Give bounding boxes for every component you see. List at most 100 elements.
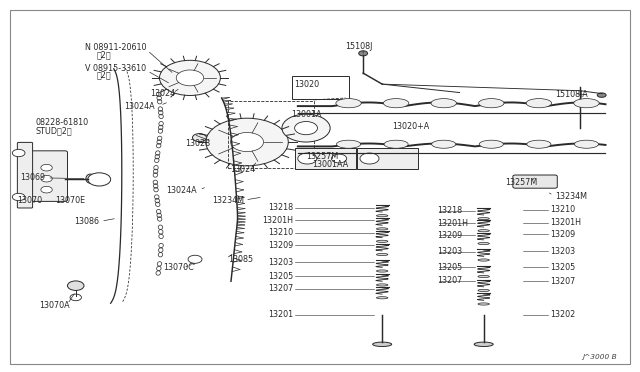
Ellipse shape (337, 140, 360, 148)
Ellipse shape (478, 259, 490, 261)
Text: 13205: 13205 (268, 272, 293, 280)
Circle shape (88, 173, 111, 186)
Text: 13202: 13202 (550, 311, 575, 320)
Ellipse shape (384, 140, 408, 148)
Text: 13024A: 13024A (166, 186, 197, 195)
Text: 13001AA: 13001AA (312, 160, 349, 169)
Ellipse shape (597, 93, 606, 97)
Text: 13205: 13205 (437, 263, 463, 272)
Ellipse shape (336, 99, 361, 108)
Ellipse shape (86, 174, 95, 183)
Ellipse shape (376, 240, 388, 243)
Text: 13207: 13207 (550, 277, 575, 286)
Ellipse shape (478, 230, 490, 232)
Text: 13024A: 13024A (125, 102, 156, 110)
Text: J^3000 B: J^3000 B (582, 354, 617, 360)
Ellipse shape (376, 270, 388, 272)
Text: 13086: 13086 (74, 217, 99, 227)
Text: 13257M: 13257M (306, 152, 339, 161)
Text: 13070: 13070 (17, 196, 42, 205)
Text: 13201: 13201 (268, 311, 293, 320)
Text: 13234M: 13234M (555, 192, 587, 201)
Text: 15108J: 15108J (346, 42, 372, 51)
Text: 13210: 13210 (550, 205, 575, 214)
FancyBboxPatch shape (294, 148, 356, 169)
Ellipse shape (376, 296, 388, 299)
Ellipse shape (431, 140, 456, 148)
Ellipse shape (478, 243, 490, 245)
Text: 13207: 13207 (437, 276, 463, 285)
Circle shape (70, 294, 81, 301)
Text: 13209: 13209 (550, 230, 575, 239)
Text: 13028: 13028 (186, 140, 211, 148)
Circle shape (298, 153, 317, 164)
Circle shape (332, 154, 347, 163)
FancyBboxPatch shape (513, 175, 557, 188)
Circle shape (67, 281, 84, 291)
Text: 13257M: 13257M (505, 178, 538, 187)
Circle shape (12, 193, 25, 201)
Ellipse shape (527, 140, 551, 148)
Text: 〈2〉: 〈2〉 (97, 71, 111, 80)
Text: V 08915-33610: V 08915-33610 (85, 64, 147, 73)
Circle shape (20, 162, 29, 167)
Text: 13209: 13209 (437, 231, 463, 240)
Text: 13070E: 13070E (55, 196, 85, 205)
Text: 13207: 13207 (268, 284, 293, 293)
Ellipse shape (479, 99, 504, 108)
Text: 13201H: 13201H (262, 216, 293, 225)
Text: 13218: 13218 (437, 206, 463, 215)
Ellipse shape (478, 289, 490, 292)
Circle shape (206, 118, 288, 166)
Circle shape (20, 192, 29, 197)
Text: 13069: 13069 (20, 173, 45, 182)
Circle shape (176, 70, 204, 86)
Ellipse shape (376, 284, 388, 286)
Ellipse shape (478, 218, 490, 220)
Ellipse shape (372, 342, 392, 346)
Text: 08228-61810: 08228-61810 (36, 118, 89, 128)
Circle shape (294, 122, 317, 135)
Ellipse shape (574, 99, 599, 108)
Circle shape (12, 149, 25, 157)
Circle shape (230, 132, 264, 151)
Text: 13070C: 13070C (163, 263, 193, 272)
Text: 13203: 13203 (550, 247, 575, 256)
Circle shape (41, 186, 52, 193)
Ellipse shape (478, 303, 490, 305)
Ellipse shape (526, 99, 552, 108)
Ellipse shape (431, 99, 456, 108)
Text: 13218: 13218 (268, 203, 293, 212)
Text: 13234M: 13234M (212, 196, 244, 205)
Text: N 08911-20610: N 08911-20610 (85, 43, 147, 52)
Circle shape (360, 153, 379, 164)
Circle shape (282, 114, 330, 142)
Text: STUD〈2〉: STUD〈2〉 (36, 126, 72, 135)
Ellipse shape (575, 140, 598, 148)
Text: 13024: 13024 (150, 89, 175, 98)
Text: 13203: 13203 (437, 247, 463, 256)
Text: 13024: 13024 (230, 165, 255, 174)
Text: 13201H: 13201H (437, 219, 468, 228)
Text: 13205: 13205 (550, 263, 575, 272)
Ellipse shape (358, 51, 367, 56)
Text: 〈2〉: 〈2〉 (97, 50, 111, 59)
Text: 13020: 13020 (294, 80, 320, 89)
Ellipse shape (376, 215, 388, 217)
Text: 13001A: 13001A (291, 110, 321, 119)
Text: 13209: 13209 (268, 241, 293, 250)
Ellipse shape (383, 99, 409, 108)
Text: 15108JA: 15108JA (555, 90, 588, 99)
Text: 13085: 13085 (228, 255, 253, 264)
Circle shape (159, 60, 220, 96)
Text: 13203: 13203 (268, 258, 293, 267)
Text: 13201H: 13201H (550, 218, 580, 227)
Circle shape (41, 175, 52, 182)
Ellipse shape (376, 228, 388, 230)
Text: 13020+A: 13020+A (392, 122, 429, 131)
Circle shape (41, 164, 52, 171)
Circle shape (188, 255, 202, 263)
FancyBboxPatch shape (26, 151, 67, 201)
Ellipse shape (474, 342, 493, 346)
FancyBboxPatch shape (356, 148, 418, 169)
